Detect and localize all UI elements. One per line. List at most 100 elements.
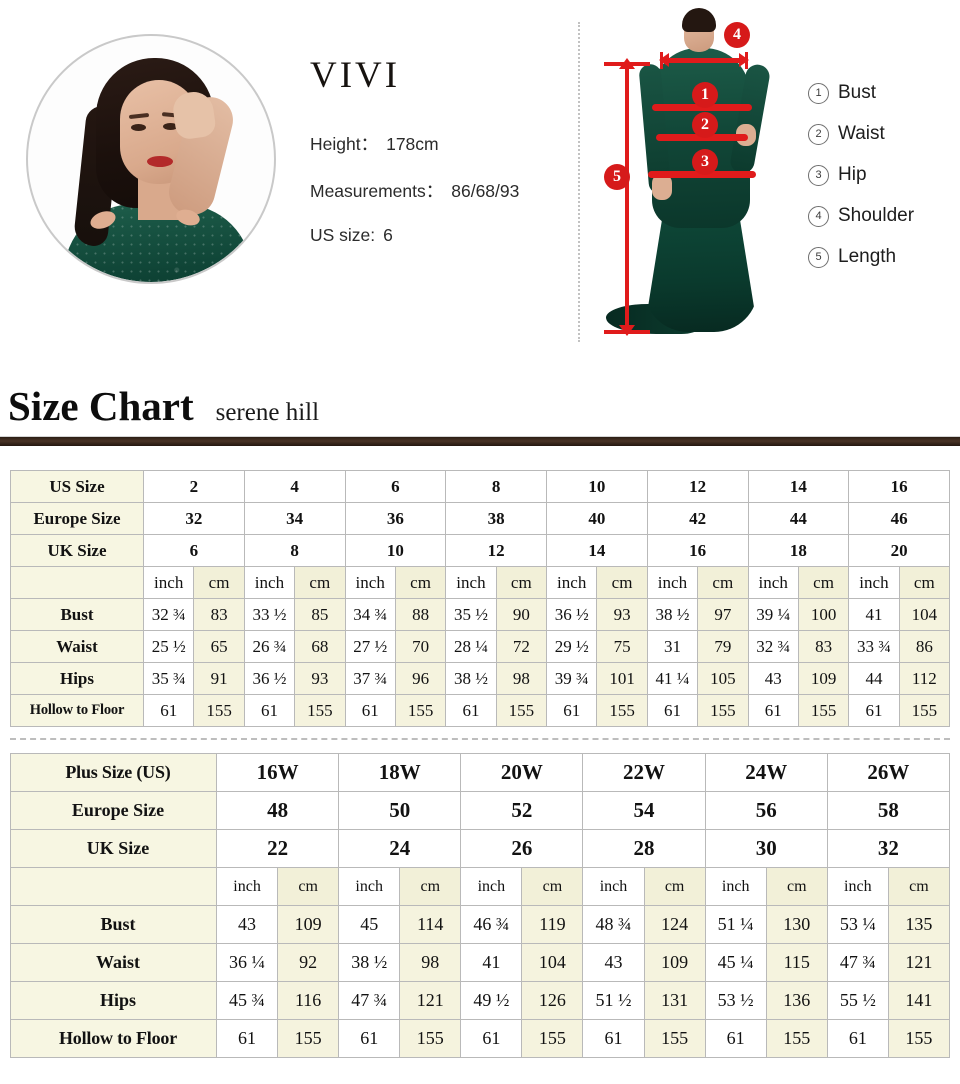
measure-cell-inch: 26 ¾ bbox=[243, 630, 296, 663]
unit-header-inch: inch bbox=[338, 867, 401, 906]
size-value-cell: 14 bbox=[747, 470, 850, 503]
row-label: Hips bbox=[10, 981, 217, 1020]
measure-cell-cm: 136 bbox=[765, 981, 828, 1020]
legend-number-5-icon: 5 bbox=[808, 246, 829, 268]
size-value-cell: 8 bbox=[243, 534, 346, 567]
measure-cell-inch: 53 ½ bbox=[704, 981, 767, 1020]
legend-item-bust: 1 Bust bbox=[808, 82, 958, 104]
legend-label-bust: Bust bbox=[838, 82, 877, 103]
measure-cell-inch: 43 bbox=[747, 662, 799, 695]
measure-cell-cm: 105 bbox=[697, 662, 749, 695]
row-label: UK Size bbox=[10, 534, 144, 567]
measure-cell-cm: 126 bbox=[521, 981, 584, 1020]
measure-cell-inch: 61 bbox=[848, 694, 900, 727]
measure-cell-cm: 124 bbox=[643, 905, 706, 944]
unit-header-inch: inch bbox=[582, 867, 645, 906]
model-height-label: Height： bbox=[310, 134, 379, 154]
measure-cell-cm: 83 bbox=[193, 598, 245, 631]
figure-marker-waist: 2 bbox=[692, 112, 718, 138]
measure-cell-cm: 155 bbox=[277, 1019, 340, 1058]
size-value-cell: 22W bbox=[582, 753, 706, 792]
measure-cell-cm: 115 bbox=[765, 943, 828, 982]
measure-cell-inch: 49 ½ bbox=[460, 981, 523, 1020]
table-row: Europe Size 48 50 52 54 56 58 bbox=[10, 791, 951, 830]
model-portrait bbox=[26, 34, 276, 284]
unit-header-inch: inch bbox=[445, 566, 497, 599]
measure-cell-cm: 96 bbox=[394, 662, 447, 695]
tables-dashed-separator bbox=[10, 738, 950, 740]
measure-cell-cm: 155 bbox=[294, 694, 346, 727]
size-value-cell: 10 bbox=[546, 470, 648, 503]
measure-cell-cm: 121 bbox=[399, 981, 462, 1020]
unit-header-cm: cm bbox=[495, 566, 548, 599]
measure-cell-inch: 61 bbox=[826, 1019, 889, 1058]
measure-cell-cm: 155 bbox=[887, 1019, 951, 1058]
size-value-cell: 24W bbox=[704, 753, 828, 792]
size-value-cell: 26 bbox=[460, 829, 584, 868]
measure-cell-inch: 46 ¾ bbox=[460, 905, 523, 944]
measure-cell-inch: 61 bbox=[704, 1019, 767, 1058]
measure-cell-cm: 155 bbox=[765, 1019, 828, 1058]
size-value-cell: 12 bbox=[646, 470, 749, 503]
row-label: Bust bbox=[10, 905, 217, 944]
model-height-value: 178cm bbox=[386, 134, 439, 154]
legend-label-shoulder: Shoulder bbox=[838, 205, 915, 226]
measure-cell-inch: 33 ½ bbox=[243, 598, 296, 631]
measure-cell-inch: 51 ½ bbox=[582, 981, 645, 1020]
portrait-ring bbox=[26, 34, 276, 284]
unit-header-inch: inch bbox=[142, 566, 195, 599]
size-value-cell: 46 bbox=[848, 502, 950, 535]
measure-cell-inch: 61 bbox=[460, 1019, 523, 1058]
measure-cell-cm: 155 bbox=[495, 694, 548, 727]
size-value-cell: 20 bbox=[848, 534, 950, 567]
measure-cell-cm: 109 bbox=[797, 662, 850, 695]
size-value-cell: 48 bbox=[215, 791, 340, 830]
measure-cell-cm: 91 bbox=[193, 662, 245, 695]
row-label: Europe Size bbox=[10, 791, 217, 830]
model-measurements-value: 86/68/93 bbox=[451, 181, 520, 201]
measure-cell-cm: 97 bbox=[697, 598, 749, 631]
measure-cell-inch: 39 ¾ bbox=[545, 662, 598, 695]
measure-cell-inch: 35 ¾ bbox=[142, 662, 195, 695]
measure-cell-cm: 112 bbox=[898, 662, 951, 695]
measure-cell-inch: 51 ¼ bbox=[704, 905, 767, 944]
measure-cell-inch: 61 bbox=[445, 694, 497, 727]
unit-header-inch: inch bbox=[704, 867, 767, 906]
measure-cell-cm: 109 bbox=[643, 943, 706, 982]
measure-cell-cm: 104 bbox=[521, 943, 584, 982]
size-value-cell: 6 bbox=[143, 534, 245, 567]
table-row: US Size 2 4 6 8 10 12 14 16 bbox=[10, 470, 950, 503]
size-value-cell: 8 bbox=[445, 470, 547, 503]
size-value-cell: 14 bbox=[546, 534, 648, 567]
measure-cell-inch: 61 bbox=[338, 1019, 401, 1058]
row-label bbox=[10, 566, 144, 599]
figure-hair bbox=[682, 8, 716, 32]
plus-size-table: Plus Size (US) 16W 18W 20W 22W 24W 26W Europe S… bbox=[10, 753, 951, 1058]
measure-cell-cm: 93 bbox=[596, 598, 648, 631]
measure-cell-cm: 100 bbox=[797, 598, 850, 631]
measure-cell-cm: 70 bbox=[394, 630, 447, 663]
title-divider-rule bbox=[0, 436, 960, 446]
size-value-cell: 18W bbox=[338, 753, 462, 792]
figure-marker-length: 5 bbox=[604, 164, 630, 190]
measure-cell-cm: 68 bbox=[294, 630, 346, 663]
size-value-cell: 30 bbox=[704, 829, 828, 868]
model-height-row: Height： 178cm bbox=[310, 131, 570, 156]
legend-number-1-icon: 1 bbox=[808, 82, 829, 104]
size-value-cell: 58 bbox=[826, 791, 951, 830]
measure-cell-inch: 53 ¼ bbox=[826, 905, 889, 944]
measure-cell-cm: 155 bbox=[193, 694, 245, 727]
unit-header-cm: cm bbox=[643, 867, 706, 906]
measure-cell-inch: 61 bbox=[582, 1019, 645, 1058]
measure-cell-inch: 47 ¾ bbox=[338, 981, 401, 1020]
measure-cell-inch: 41 ¼ bbox=[646, 662, 699, 695]
measure-cell-inch: 61 bbox=[646, 694, 699, 727]
legend-label-waist: Waist bbox=[838, 123, 885, 144]
measure-cell-cm: 130 bbox=[765, 905, 828, 944]
measure-cell-cm: 141 bbox=[887, 981, 951, 1020]
legend-item-length: 5 Length bbox=[808, 246, 958, 268]
measure-cell-cm: 86 bbox=[898, 630, 951, 663]
row-label: UK Size bbox=[10, 829, 217, 868]
model-measurements-row: Measurements： 86/68/93 bbox=[310, 178, 570, 203]
table-row: Waist 25 ½ 65 26 ¾ 68 27 ½ 70 28 ¼ 72 29 ½ 75 31 79 3… bbox=[10, 630, 951, 663]
